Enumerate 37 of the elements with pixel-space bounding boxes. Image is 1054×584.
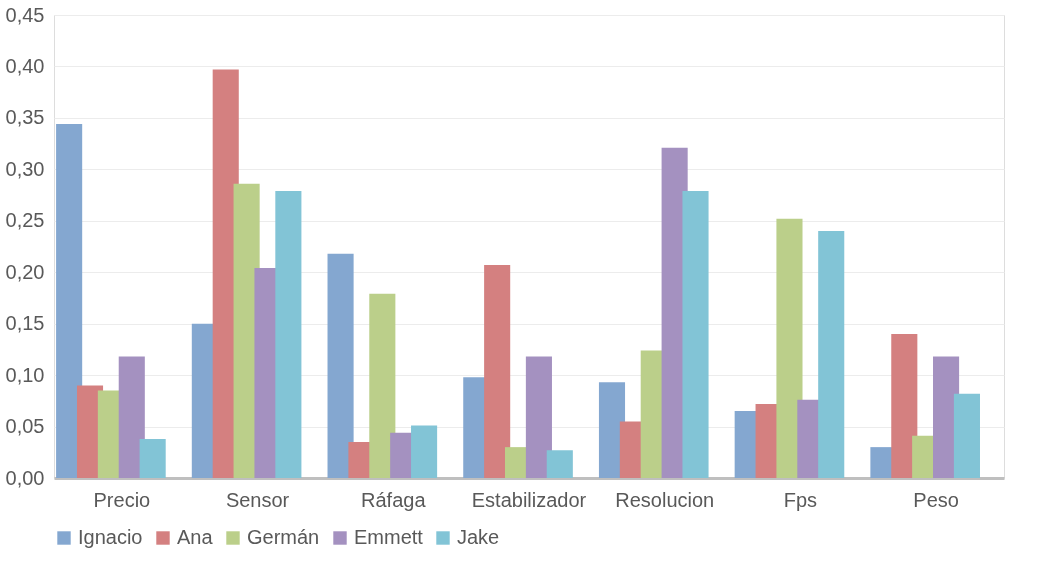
bar bbox=[682, 190, 709, 478]
y-tick-label: 0,25 bbox=[5, 209, 45, 232]
legend-label: Jake bbox=[457, 526, 500, 548]
bar bbox=[484, 265, 511, 478]
x-tick-label: Fps bbox=[783, 488, 818, 511]
y-tick-label: 0,30 bbox=[5, 157, 45, 180]
legend-label: Emmett bbox=[354, 526, 424, 548]
y-tick-label: 0,10 bbox=[5, 363, 45, 386]
bar bbox=[139, 438, 166, 478]
y-tick-label: 0,35 bbox=[5, 106, 45, 129]
bar bbox=[275, 190, 302, 478]
bar bbox=[327, 253, 354, 478]
y-tick-label: 0,00 bbox=[5, 466, 45, 489]
bar bbox=[56, 124, 83, 478]
y-tick-label: 0,40 bbox=[5, 54, 45, 77]
bar bbox=[953, 393, 980, 478]
bar bbox=[411, 425, 438, 478]
bar bbox=[118, 356, 145, 478]
x-tick-label: Ráfaga bbox=[361, 488, 427, 511]
bar bbox=[818, 231, 845, 478]
y-tick-label: 0,05 bbox=[5, 415, 45, 438]
bar bbox=[891, 333, 918, 478]
bar bbox=[369, 293, 396, 478]
x-tick-label: Sensor bbox=[225, 488, 290, 511]
y-tick-label: 0,20 bbox=[5, 260, 45, 283]
bar bbox=[546, 450, 573, 478]
x-tick-label: Resolucion bbox=[615, 488, 715, 511]
x-tick-label: Peso bbox=[913, 488, 959, 511]
legend-label: Germán bbox=[247, 526, 320, 548]
legend-label: Ana bbox=[177, 526, 214, 548]
x-tick-label: Precio bbox=[93, 488, 151, 511]
legend-label: Ignacio bbox=[78, 526, 143, 548]
x-tick-label: Estabilizador bbox=[471, 488, 587, 511]
bar bbox=[776, 218, 803, 478]
y-tick-label: 0,15 bbox=[5, 312, 45, 335]
y-tick-label: 0,45 bbox=[5, 3, 45, 26]
bar bbox=[525, 356, 552, 478]
